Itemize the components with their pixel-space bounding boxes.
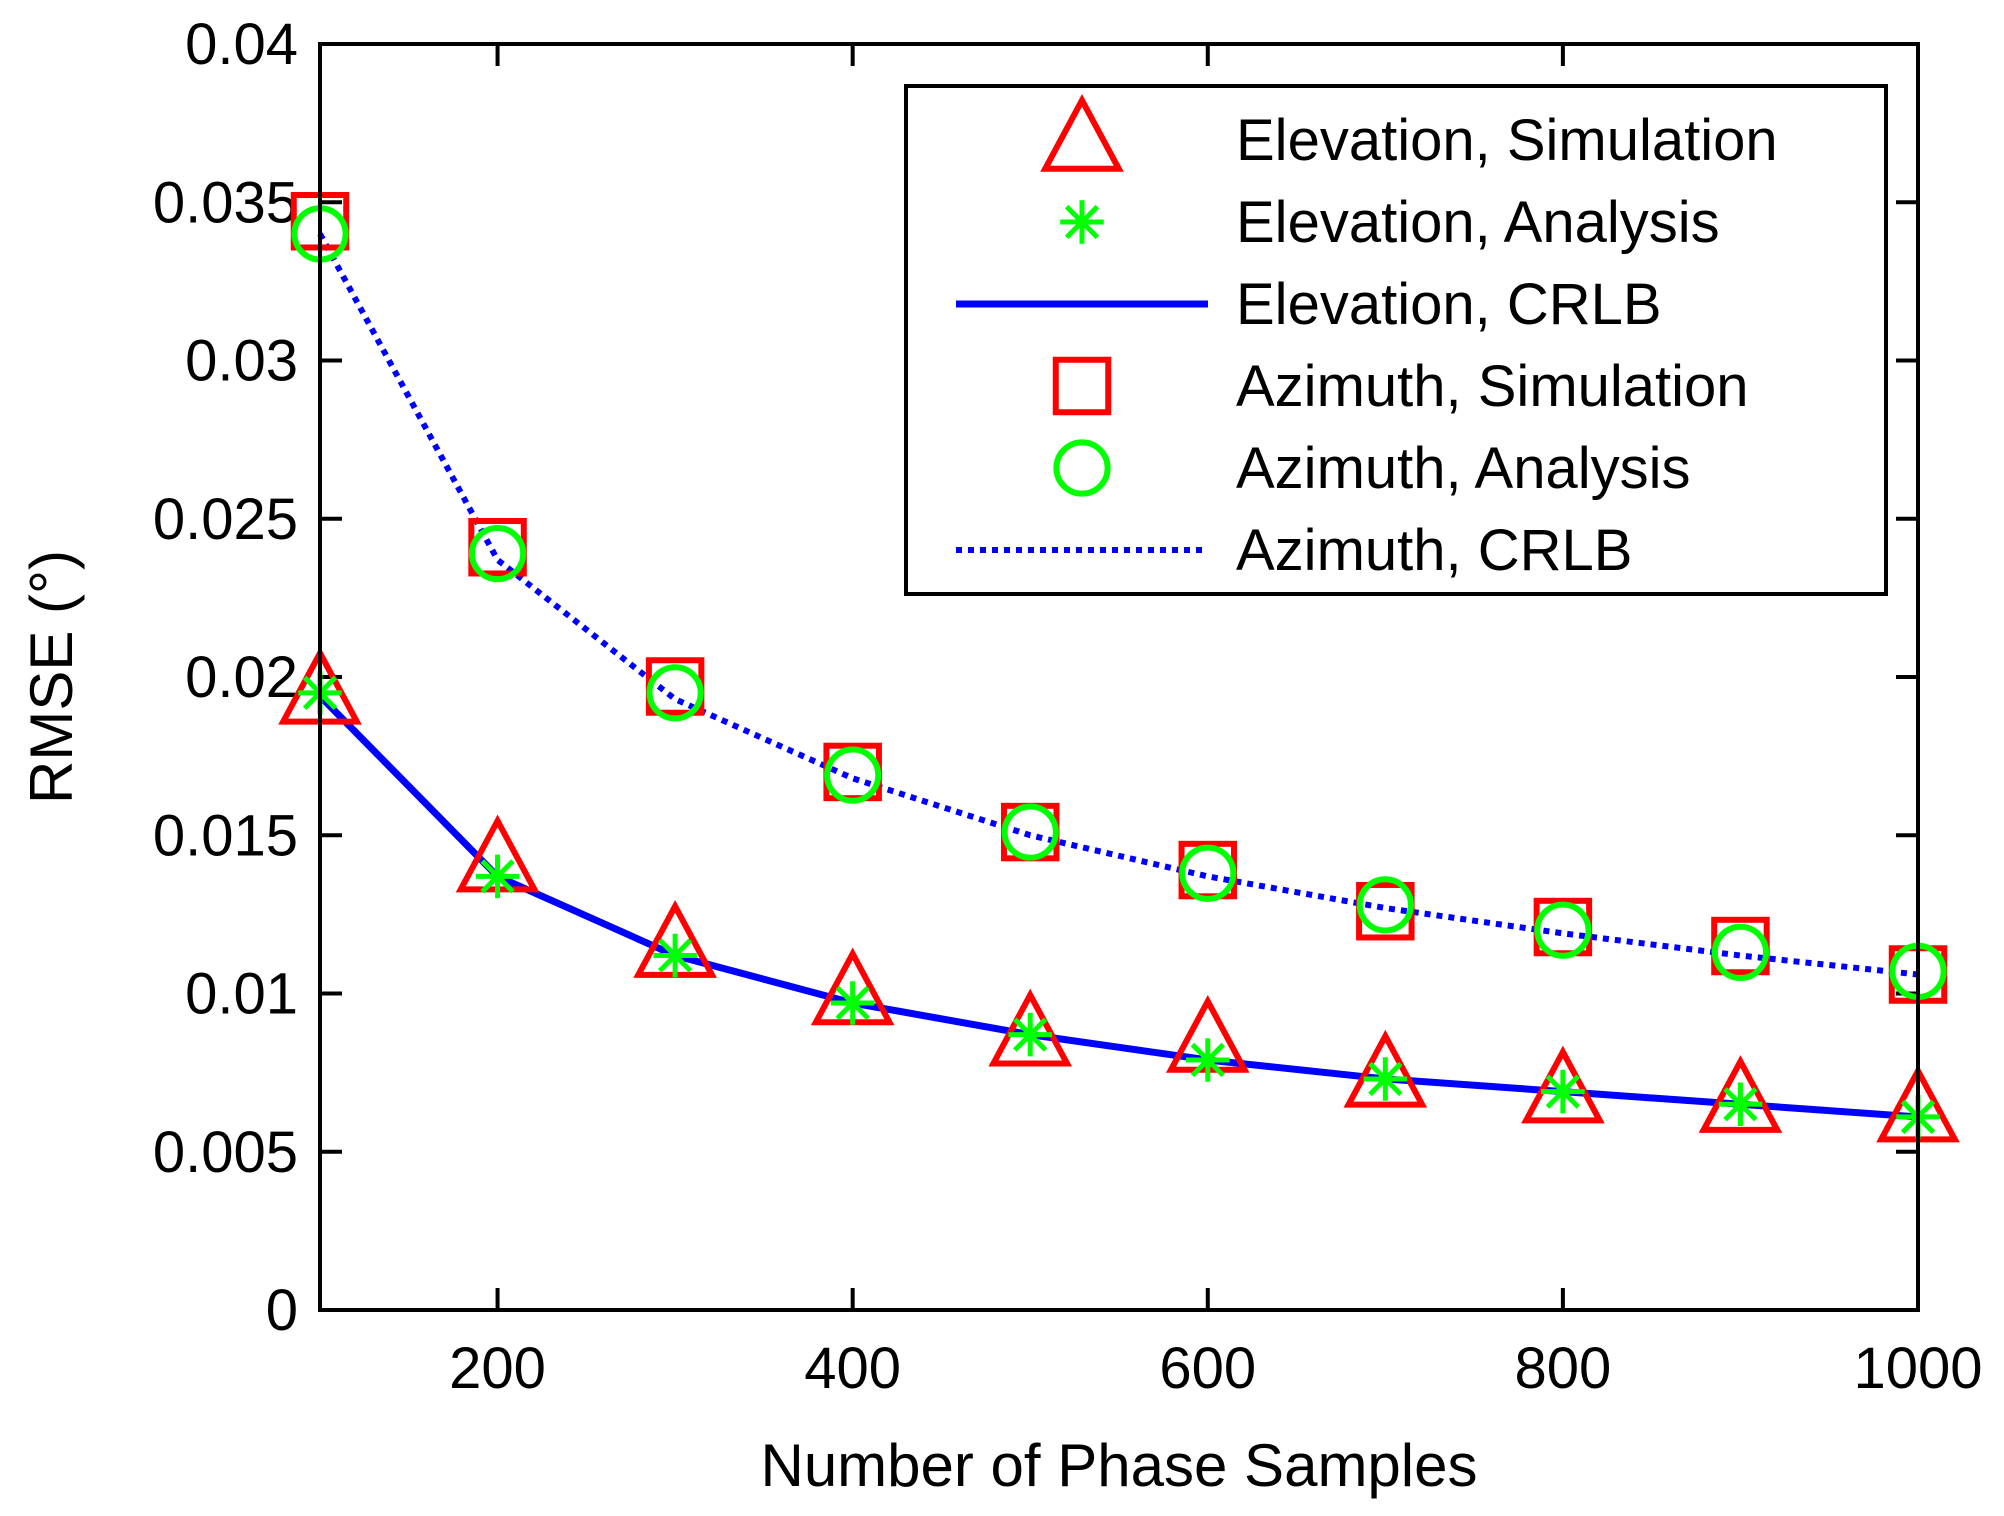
series-1-point [830,981,875,1025]
series-line-5 [317,232,1919,978]
series-1-point [1718,1082,1763,1127]
y-tick-label: 0 [266,1278,298,1343]
legend-entry: Azimuth, CRLB [956,518,1632,583]
series-4-point [1356,876,1414,934]
legend-entry: Azimuth, Simulation [1052,354,1749,419]
x-axis-label: Number of Phase Samples [760,1432,1477,1499]
series-1-point [1541,1069,1585,1114]
series-4-point [1179,844,1237,902]
legend-label: Azimuth, Analysis [1236,436,1691,501]
x-tick-label: 400 [804,1336,901,1401]
legend-entry: Elevation, Analysis [1060,190,1720,255]
series-4-point [1001,803,1059,861]
legend-label: Azimuth, Simulation [1236,354,1749,419]
legend: Elevation, Simulation Elevation, Analysis… [904,84,1888,596]
series-4-point [468,524,527,583]
x-tick-label: 200 [449,1336,546,1401]
legend-label: Elevation, Analysis [1236,190,1720,255]
y-tick-label: 0.02 [185,645,298,710]
series-1-point [653,933,697,978]
y-tick-label: 0.035 [153,170,298,235]
x-tick-label: 600 [1159,1336,1256,1401]
series-1-point [475,854,520,899]
legend-entry: Elevation, CRLB [956,272,1662,337]
axis-ticks: 200 400 600 800 1000 0 0.005 0.01 0.015 0.02 0.025… [153,12,1983,1401]
series-0-point [1521,1045,1605,1124]
series-line-2 [317,693,1919,1121]
y-tick-label: 0.025 [153,487,298,552]
legend-swatch [1060,200,1104,244]
x-tick-label: 1000 [1853,1336,1982,1401]
y-tick-label: 0.04 [185,12,298,77]
legend-swatch [1052,356,1112,416]
legend-label: Elevation, CRLB [1236,272,1662,337]
series-4-point [646,664,704,722]
series-1-point [1186,1038,1230,1082]
series-0-point [988,988,1073,1067]
y-tick-label: 0.03 [185,329,298,394]
series-4-point [1711,923,1770,981]
series-1-point [1363,1057,1408,1101]
legend-label: Azimuth, CRLB [1236,518,1632,583]
legend-entry: Elevation, Simulation [1040,93,1778,173]
y-axis-label: RMSE (°) [18,550,85,804]
series-0-point [1698,1055,1783,1133]
y-tick-label: 0.015 [153,803,298,868]
series-0-point [1343,1029,1428,1108]
legend-label: Elevation, Simulation [1236,108,1778,173]
legend-entry: Azimuth, Analysis [1053,436,1691,501]
series-4-point [1534,901,1592,959]
axes-frame [318,42,1920,1312]
series-1-point [1008,1012,1052,1057]
x-tick-label: 800 [1514,1336,1611,1401]
series-4-point [824,746,882,804]
legend-swatch [1053,439,1111,497]
y-tick-label: 0.005 [153,1120,298,1185]
y-tick-label: 0.01 [185,962,298,1027]
legend-swatch [1040,93,1124,172]
